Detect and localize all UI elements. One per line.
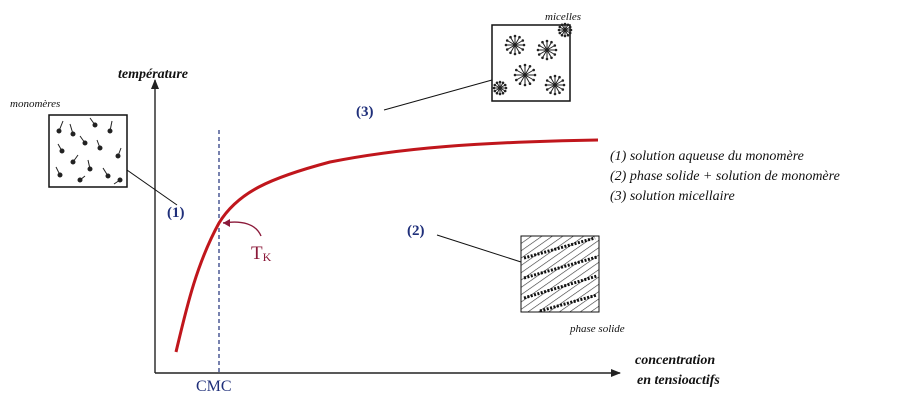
krafft-pointer-head (223, 219, 230, 227)
legend-item-2: (2) phase solide + solution de monomère (610, 169, 840, 184)
krafft-label: TK (251, 243, 272, 264)
monomers-molecules (55, 117, 123, 185)
region-marker-2: (2) (407, 223, 425, 239)
micelle (513, 63, 537, 87)
micelle (492, 80, 508, 96)
y-axis-label: température (118, 67, 188, 82)
x-axis-label-line1: concentration (635, 353, 715, 368)
micelle (504, 34, 526, 56)
legend-item-1: (1) solution aqueuse du monomère (610, 149, 804, 164)
x-axis-label-line2: en tensioactifs (637, 373, 720, 388)
micelle (557, 22, 573, 38)
region-marker-1: (1) (167, 205, 185, 221)
solid-phase-bilayers (523, 236, 598, 313)
legend: (1) solution aqueuse du monomère (2) pha… (610, 149, 840, 204)
micelles-aggregates (492, 22, 573, 96)
solid-phase-leader (436, 234, 522, 263)
cmc-label: CMC (196, 378, 232, 395)
micelle (536, 39, 558, 61)
region-marker-3: (3) (356, 104, 374, 120)
monomers-title: monomères (10, 98, 60, 110)
micelle (544, 74, 566, 96)
solid-phase-title: phase solide (569, 323, 625, 335)
legend-item-3: (3) solution micellaire (610, 189, 735, 204)
krafft-curve (174, 138, 599, 353)
micelles-leader (383, 79, 493, 111)
micelles-title: micelles (545, 11, 581, 23)
monomers-leader (126, 169, 178, 206)
solid-phase-inset (520, 235, 600, 313)
